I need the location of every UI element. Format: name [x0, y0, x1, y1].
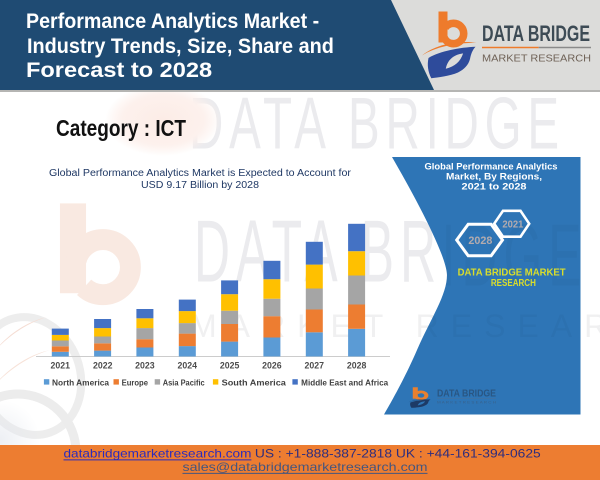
svg-text:Asia Pacific: Asia Pacific: [163, 379, 206, 388]
svg-text:MARKET RESEARCH: MARKET RESEARCH: [190, 308, 600, 344]
svg-text:North America: North America: [52, 379, 110, 388]
svg-text:DATA BRIDGE MARKET: DATA BRIDGE MARKET: [458, 266, 567, 278]
svg-text:DATA BRIDGE: DATA BRIDGE: [437, 387, 496, 399]
svg-text:2028: 2028: [468, 235, 492, 247]
svg-text:M A R K E T R E S E A R C H: M A R K E T R E S E A R C H: [437, 400, 496, 405]
svg-text:RESEARCH: RESEARCH: [491, 277, 536, 289]
svg-text:Global Performance Analytics: Global Performance Analytics: [425, 162, 558, 172]
svg-text:2025: 2025: [220, 361, 240, 371]
svg-text:databridgemarketresearch.com: databridgemarketresearch.com: [64, 446, 252, 460]
svg-text:South America: South America: [222, 379, 287, 388]
svg-text:Europe: Europe: [122, 379, 149, 388]
svg-text:2024: 2024: [178, 361, 198, 371]
svg-text:Market, By Regions,: Market, By Regions,: [446, 172, 542, 182]
svg-text:2028: 2028: [347, 361, 367, 371]
svg-text:2022: 2022: [93, 361, 113, 371]
svg-text:MARKET RESEARCH: MARKET RESEARCH: [482, 54, 591, 65]
svg-text:2026: 2026: [262, 361, 282, 371]
svg-text:DATA BRIDGE: DATA BRIDGE: [482, 21, 590, 46]
svg-text:2021 to 2028: 2021 to 2028: [462, 182, 527, 192]
svg-text:US : +1-888-387-2818 UK : +44: US : +1-888-387-2818 UK : +44-161-394-06…: [255, 446, 541, 460]
svg-text:2023: 2023: [135, 361, 155, 371]
svg-text:Global Performance Analytics M: Global Performance Analytics Market is E…: [49, 168, 352, 179]
svg-text:2027: 2027: [305, 361, 325, 371]
svg-text:Middle East and Africa: Middle East and Africa: [301, 379, 389, 388]
svg-text:2021: 2021: [51, 361, 71, 371]
svg-text:USD 9.17 Billion by 2028: USD 9.17 Billion by 2028: [141, 180, 259, 191]
svg-text:sales@databridgemarketresearch: sales@databridgemarketresearch.com: [183, 460, 428, 474]
svg-text:2021: 2021: [502, 219, 523, 230]
